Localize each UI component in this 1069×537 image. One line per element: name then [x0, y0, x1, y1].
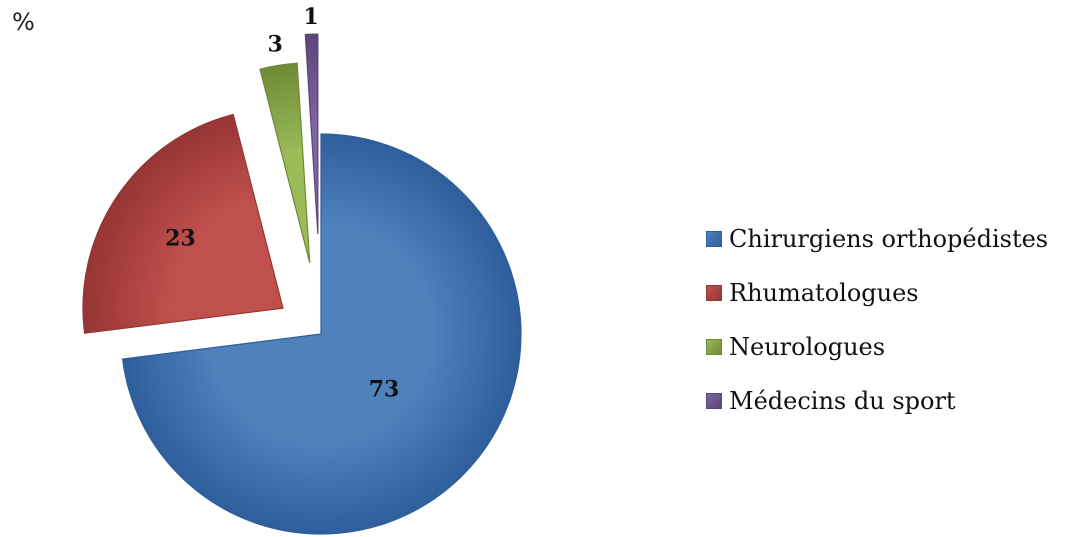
legend-label: Rhumatologues: [729, 279, 919, 307]
legend-swatch: [706, 231, 722, 247]
legend-label: Médecins du sport: [729, 387, 956, 415]
legend-swatch: [706, 339, 722, 355]
unit-label: %: [12, 8, 35, 36]
slice-value-label-1: 73: [369, 377, 400, 403]
legend-label: Chirurgiens orthopédistes: [729, 225, 1049, 253]
legend-swatch: [706, 285, 722, 301]
legend-label: Neurologues: [729, 333, 886, 361]
pie-slice-1: [121, 133, 522, 535]
slice-value-label-3: 3: [268, 32, 283, 58]
pie-slice-4: [304, 33, 319, 235]
legend-item-2: Rhumatologues: [706, 266, 1048, 320]
slice-value-label-4: 1: [303, 4, 318, 30]
legend-swatch: [706, 393, 722, 409]
slice-value-label-2: 23: [165, 225, 196, 251]
legend-item-3: Neurologues: [706, 320, 1048, 374]
legend-item-1: Chirurgiens orthopédistes: [706, 212, 1048, 266]
pie-slice-3: [259, 62, 311, 264]
legend: Chirurgiens orthopédistes Rhumatologues Ne…: [706, 212, 1048, 428]
pie-slice-2: [82, 113, 284, 334]
legend-item-4: Médecins du sport: [706, 374, 1048, 428]
